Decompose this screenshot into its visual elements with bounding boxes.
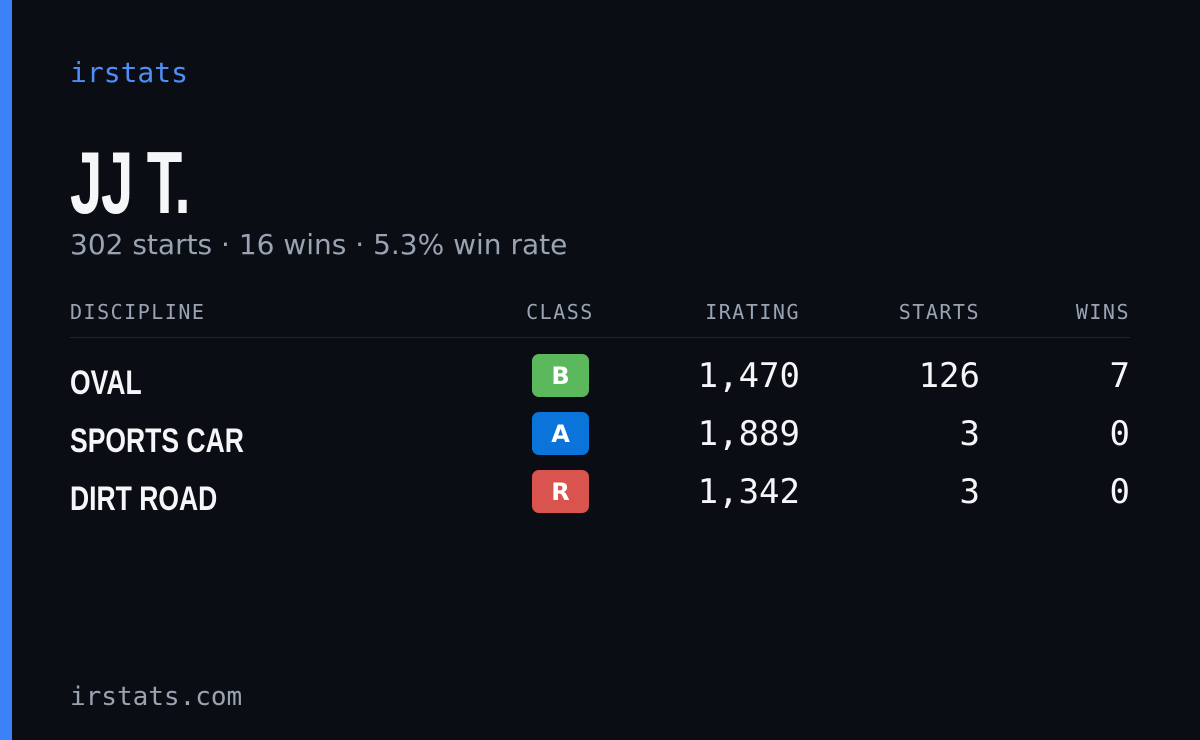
starts: 3 xyxy=(959,472,980,512)
starts: 3 xyxy=(959,414,980,454)
wins: 0 xyxy=(1109,472,1130,512)
column-header: IRATING xyxy=(705,300,800,324)
class-badge: R xyxy=(532,470,589,513)
class-badge: B xyxy=(532,354,589,397)
column-header: STARTS xyxy=(898,300,980,324)
column-header: DISCIPLINE xyxy=(70,300,206,324)
discipline: SPORTS CAR xyxy=(70,422,244,460)
wins: 0 xyxy=(1109,414,1130,454)
accent-bar xyxy=(0,0,12,740)
driver-name: JJ T. xyxy=(70,133,191,232)
class-badge: A xyxy=(532,412,589,455)
irating: 1,470 xyxy=(697,356,800,396)
column-header: WINS xyxy=(1075,300,1130,324)
discipline: OVAL xyxy=(70,364,142,402)
wins: 7 xyxy=(1109,356,1130,396)
header-rule xyxy=(70,337,1130,338)
column-header: CLASS xyxy=(526,300,594,324)
irating: 1,342 xyxy=(697,472,800,512)
irating: 1,889 xyxy=(697,414,800,454)
brand: irstats xyxy=(70,56,189,89)
starts: 126 xyxy=(918,356,980,396)
driver-summary: 302 starts · 16 wins · 5.3% win rate xyxy=(70,228,568,261)
discipline: DIRT ROAD xyxy=(70,480,218,518)
footer: irstats.com xyxy=(70,682,243,712)
